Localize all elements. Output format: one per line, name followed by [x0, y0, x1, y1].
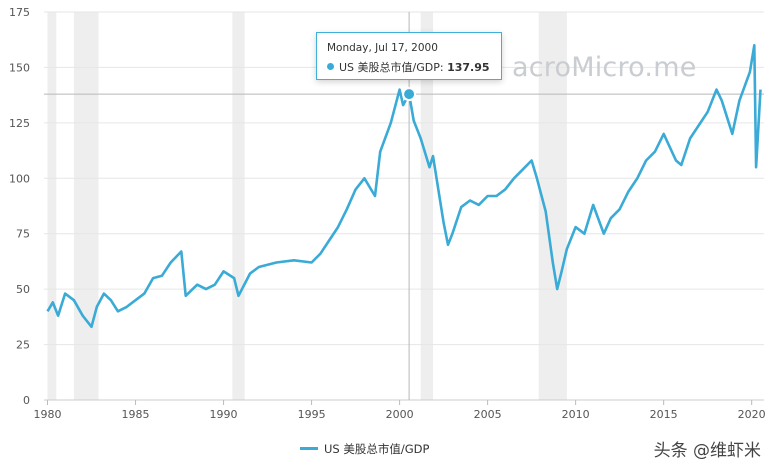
y-tick-label: 100: [9, 172, 30, 185]
y-tick-label: 150: [9, 61, 30, 74]
x-tick-label: 2010: [562, 408, 590, 421]
footer-watermark: 头条 @维虾米: [653, 441, 761, 461]
x-tick-label: 2000: [386, 408, 414, 421]
recession-band: [47, 12, 57, 400]
x-tick-label: 2015: [650, 408, 678, 421]
tooltip-date: Monday, Jul 17, 2000: [327, 42, 438, 54]
y-tick-label: 0: [23, 394, 30, 407]
y-tick-label: 25: [16, 339, 30, 352]
x-tick-label: 1980: [34, 408, 62, 421]
watermark: acroMicro.me: [512, 52, 697, 83]
legend-item[interactable]: US 美股总市值/GDP: [300, 441, 429, 457]
recession-band: [73, 12, 99, 400]
x-tick-label: 2005: [474, 408, 502, 421]
tooltip-value: 137.95: [447, 61, 490, 74]
legend-label: US 美股总市值/GDP: [324, 442, 430, 456]
y-tick-label: 125: [9, 117, 30, 130]
y-tick-label: 50: [16, 283, 30, 296]
x-tick-label: 1990: [210, 408, 238, 421]
y-tick-label: 75: [16, 228, 30, 241]
legend-line-icon: [300, 447, 318, 450]
series-line: [46, 44, 762, 329]
y-tick-label: 175: [9, 6, 30, 19]
tooltip-row: US 美股总市值/GDP: 137.95: [327, 59, 490, 75]
x-tick-label: 1995: [298, 408, 326, 421]
highlight-point: [402, 87, 417, 102]
tooltip: Monday, Jul 17, 2000 US 美股总市值/GDP: 137.9…: [316, 32, 502, 80]
recession-band: [232, 12, 245, 400]
x-tick-label: 1985: [122, 408, 150, 421]
x-tick-label: 2020: [738, 408, 766, 421]
tooltip-series-label: US 美股总市值/GDP:: [339, 61, 444, 74]
recession-band: [420, 12, 434, 400]
series-dot-icon: [327, 63, 334, 70]
